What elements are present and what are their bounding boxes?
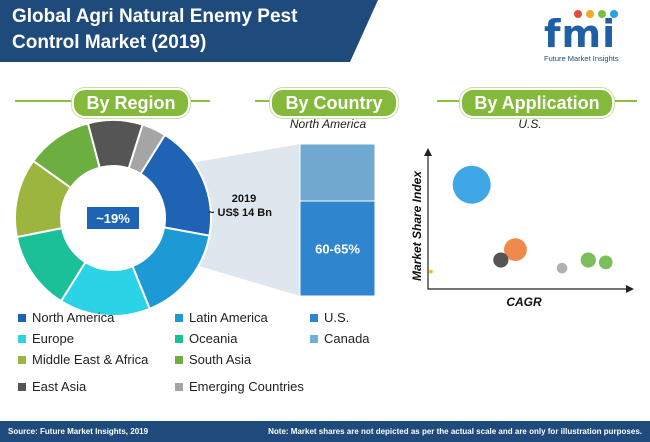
legend-item-emerging-countries: Emerging Countries: [175, 379, 304, 394]
legend-label: East Asia: [32, 379, 87, 394]
legend-label: Emerging Countries: [189, 379, 304, 394]
bubble-3: [493, 252, 509, 268]
bubble-7: [429, 269, 433, 274]
legend-item-oceania: Oceania: [175, 331, 237, 346]
bubble-4: [580, 252, 596, 268]
legend-item-latin-america: Latin America: [175, 310, 268, 325]
bubble-2: [504, 238, 527, 262]
bar-data-label: 60-65%: [315, 242, 360, 257]
bubble-1: [452, 165, 491, 204]
by-application-heading: By Application: [460, 88, 614, 118]
logo-subtitle: Future Market Insights: [544, 54, 619, 63]
legend-item-middle-east-africa: Middle East & Africa: [18, 352, 148, 367]
legend-swatch: [18, 313, 26, 322]
legend-item-east-asia: East Asia: [18, 379, 86, 394]
legend-swatch: [18, 355, 26, 364]
y-axis-arrow: [424, 148, 432, 156]
year-label: 2019: [232, 193, 256, 205]
bubble-5: [598, 255, 613, 270]
legend-swatch: [175, 334, 183, 343]
by-region-heading: By Region: [72, 88, 190, 118]
x-axis-label: CAGR: [506, 295, 542, 309]
application-subheading: U.S.: [518, 117, 542, 131]
title-banner: [0, 0, 378, 62]
legend-label: Middle East & Africa: [32, 352, 149, 367]
country-subheading: North America: [289, 117, 367, 131]
page-title: Global Agri Natural Enemy Pest Control M…: [12, 6, 298, 53]
legend-swatch: [175, 313, 183, 322]
legend-label: U.S.: [324, 310, 350, 325]
market-value-label: ~ US$ 14 Bn: [208, 207, 272, 219]
fmi-logo: [544, 0, 644, 62]
legend-label: Oceania: [189, 331, 238, 346]
footer-source: Source: Future Market Insights, 2019: [8, 427, 149, 436]
legend-swatch: [18, 334, 26, 343]
legend-label: North America: [32, 310, 115, 325]
y-axis-label: Market Share Index: [410, 170, 424, 281]
legend-swatch: [310, 313, 318, 322]
legend-item-north-america: North America: [18, 310, 114, 325]
footer-note: Note: Market shares are not depicted as …: [268, 427, 642, 436]
scatter-axes: [427, 150, 632, 290]
charts-svg: ~19% 60-65% 2019 ~ US$ 14 Bn Market Shar…: [14, 119, 634, 317]
legend-item-canada: Canada: [310, 331, 370, 346]
legend-swatch: [175, 355, 183, 364]
donut-center-label: ~19%: [96, 211, 130, 226]
country-stacked-bar: 60-65%: [299, 143, 376, 297]
legend-label: Canada: [324, 331, 370, 346]
legend-label: Europe: [32, 331, 74, 346]
bar-segment-u-s: [299, 200, 376, 297]
legend-swatch: [18, 382, 26, 391]
legend-swatch: [175, 382, 183, 391]
x-axis-arrow: [626, 285, 634, 293]
donut-slice-emerging-countries: [127, 123, 167, 176]
region-donut-chart: ~19%: [14, 119, 212, 317]
bubble-6: [556, 262, 568, 274]
by-country-heading: By Country: [270, 88, 398, 118]
legend-label: South Asia: [189, 352, 252, 367]
bar-segment-canada: [299, 143, 376, 202]
application-bubble-chart: [424, 148, 634, 293]
footer-bar: [0, 421, 650, 442]
legend-item-europe: Europe: [18, 331, 74, 346]
donut-to-bar-connector: [185, 144, 300, 296]
donut-center-box: [87, 207, 139, 229]
logo-text: fmi: [544, 12, 617, 56]
legend-label: Latin America: [189, 310, 268, 325]
legend-swatch: [310, 334, 318, 343]
legend-item-u-s: U.S.: [310, 310, 349, 325]
legend-item-south-asia: South Asia: [175, 352, 251, 367]
